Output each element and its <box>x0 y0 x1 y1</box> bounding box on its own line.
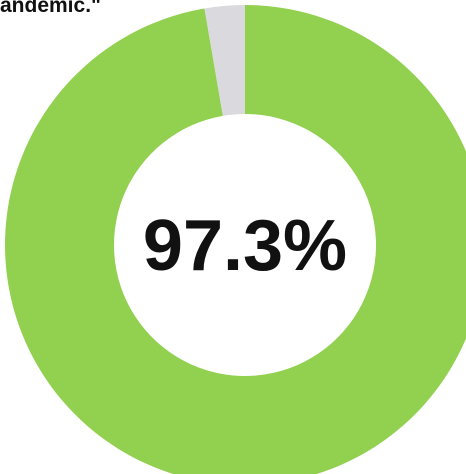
donut-slice-2 <box>204 5 245 116</box>
chart-caption: andemic." <box>0 0 101 17</box>
donut-slice-1 <box>5 5 466 474</box>
center-value-label: 97.3% <box>143 206 347 286</box>
donut-slices <box>5 5 466 474</box>
